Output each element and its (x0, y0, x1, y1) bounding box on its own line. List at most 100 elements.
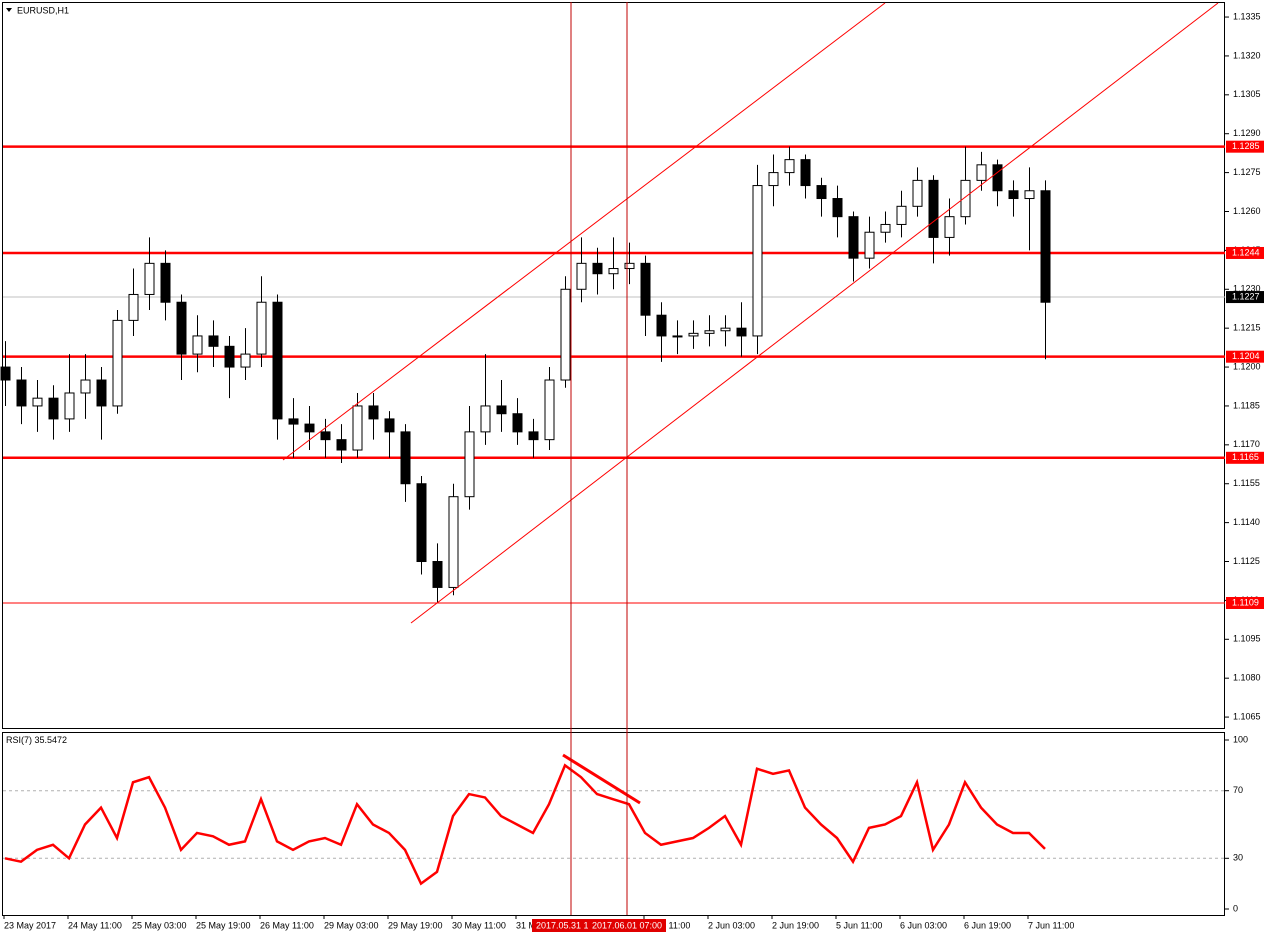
candle-body (544, 379, 555, 441)
y-tick-label: 1.1065 (1233, 711, 1261, 721)
rsi-value: 35.5472 (35, 735, 68, 745)
rsi-tick-label: 70 (1233, 785, 1243, 795)
current-price-label: 1.1227 (1232, 291, 1260, 301)
level-label-box (1226, 140, 1264, 153)
candle-body (560, 288, 571, 381)
x-tick-label: 6 Jun 19:00 (964, 920, 1011, 930)
marker-label-box (588, 919, 666, 932)
candle-body (640, 262, 651, 316)
candle-body (576, 262, 587, 290)
candle-body (768, 172, 779, 187)
candle-body (624, 262, 635, 270)
candle-body (816, 185, 827, 200)
candle-body (896, 205, 907, 225)
candle-body (864, 231, 875, 259)
x-tick-label: 1 Jun 11:00 (644, 920, 690, 930)
candle-body (256, 301, 267, 355)
y-tick-label: 1.1125 (1233, 556, 1260, 566)
candle-body (1040, 190, 1051, 303)
level-label: 1.1165 (1232, 452, 1259, 462)
candle-body (976, 164, 987, 181)
y-tick-label: 1.1305 (1233, 89, 1261, 99)
price-layer: 1.1335 1.1320 1.1305 1.1290 1.1275 1.1260 1.12… (0, 11, 1264, 721)
y-tick-label: 1.1200 (1233, 361, 1261, 371)
candle-body (80, 379, 91, 394)
candle-body (176, 301, 187, 355)
channel-lower (410, 2, 1219, 624)
candle-body (912, 179, 923, 207)
x-tick-label: 25 May 19:00 (196, 920, 251, 930)
rsi-header: RSI(7) 35.5472 (6, 735, 67, 745)
candle-body (496, 405, 507, 415)
candle-body (48, 397, 59, 420)
x-tick-label: 29 May 19:00 (388, 920, 443, 930)
rsi-line (4, 763, 1046, 886)
rsi-tick-label: 100 (1233, 734, 1248, 744)
x-tick-label: 29 May 03:00 (324, 920, 379, 930)
marker-label: 2017.05.31 17:00 (536, 920, 606, 930)
candle-body (464, 431, 475, 498)
x-tick-label: 5 Jun 11:00 (836, 920, 882, 930)
candle-body (272, 301, 283, 420)
y-tick-label: 1.1275 (1233, 167, 1261, 177)
candle-body (848, 216, 859, 259)
x-tick-label: 25 May 03:00 (132, 920, 187, 930)
y-tick-label: 1.1215 (1233, 323, 1261, 333)
x-tick-label: 23 May 2017 (4, 920, 56, 930)
level-label: 1.1285 (1232, 141, 1260, 151)
candle-body (608, 268, 619, 275)
candle-body (384, 418, 395, 433)
candle-body (512, 413, 523, 433)
x-tick-label: 26 May 11:00 (260, 920, 314, 930)
candle-body (416, 483, 427, 563)
candle-body (224, 345, 235, 368)
candle-body (688, 332, 699, 337)
candle-body (480, 405, 491, 433)
candle-body (528, 431, 539, 441)
candle-body (240, 353, 251, 368)
candle-body (832, 198, 843, 218)
level-label-box (1226, 350, 1264, 363)
level-label: 1.1244 (1232, 247, 1260, 257)
candle-body (32, 397, 43, 407)
candle-body (64, 392, 75, 420)
candle-body (336, 439, 347, 451)
x-tick-label: 30 May 11:00 (452, 920, 506, 930)
menu-arrow[interactable] (6, 8, 12, 12)
y-tick-label: 1.1095 (1233, 634, 1261, 644)
level-label-box (1226, 246, 1264, 259)
candle-body (880, 223, 891, 233)
candle-body (208, 335, 219, 347)
candle-body (992, 164, 1003, 192)
candle-body (192, 335, 203, 355)
y-tick-label: 1.1185 (1233, 400, 1260, 410)
rsi-layer: 100 70 30 0 (3, 734, 1248, 913)
candle-body (352, 405, 363, 451)
candle-body (320, 431, 331, 441)
y-tick-label: 1.1155 (1233, 478, 1260, 488)
rsi-tick-label: 30 (1233, 853, 1243, 863)
marker-label: 2017.06.01 07:00 (592, 920, 662, 930)
candle-body (304, 423, 315, 433)
level-label-box (1226, 451, 1264, 464)
candle-body (0, 366, 11, 381)
y-tick-label: 1.1080 (1233, 673, 1261, 683)
y-tick-label: 1.1290 (1233, 128, 1261, 138)
current-price-box (1226, 291, 1264, 304)
y-tick-label: 1.1260 (1233, 206, 1261, 216)
chart-title: EURUSD,H1 (17, 5, 69, 15)
candle-body (96, 379, 107, 407)
candle-body (368, 405, 379, 420)
y-tick-label: 1.1320 (1233, 50, 1261, 60)
candle-body (432, 561, 443, 588)
candle-body (672, 335, 683, 338)
candle-body (800, 159, 811, 187)
candle-body (736, 327, 747, 337)
x-tick-label: 7 Jun 11:00 (1028, 920, 1074, 930)
candle-body (720, 327, 731, 332)
channel-upper (282, 2, 886, 461)
rsi-panel (2, 732, 1225, 916)
x-tick-label: 6 Jun 03:00 (900, 920, 947, 930)
